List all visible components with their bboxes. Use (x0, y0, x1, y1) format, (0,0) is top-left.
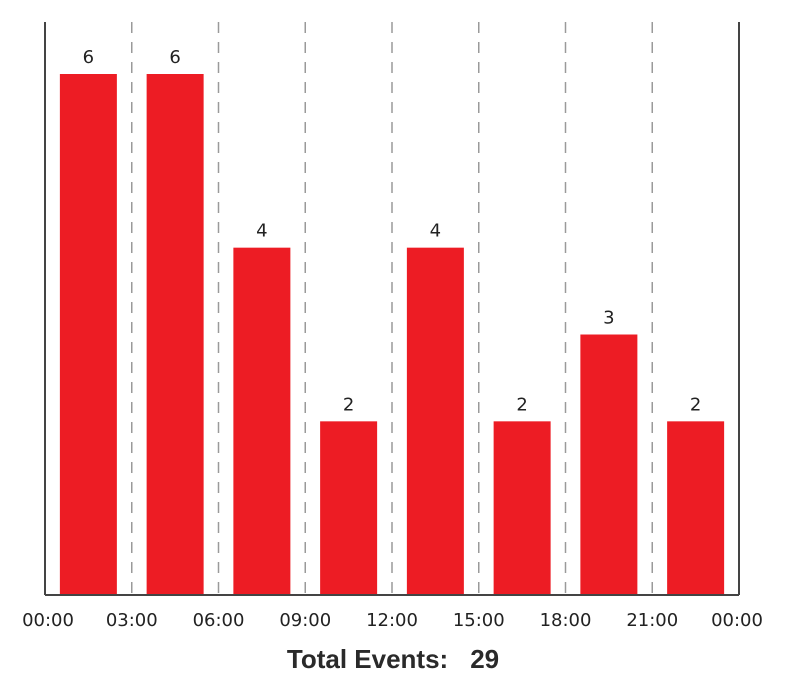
bar-value-label: 2 (343, 394, 354, 415)
x-axis-tick-labels: 00:00 03:00 06:00 09:00 12:00 15:00 18:00 21:00… (22, 610, 763, 631)
bar-value-label: 6 (83, 47, 94, 68)
bar-value-label: 4 (256, 221, 267, 242)
x-tick-label: 09:00 (279, 610, 331, 631)
total-events-value: 29 (470, 644, 500, 674)
bar (493, 421, 551, 595)
bar (667, 421, 725, 595)
bar-value-labels: 6 6 4 2 4 2 3 2 (83, 47, 702, 415)
bar-value-label: 3 (603, 308, 614, 329)
total-events: Total Events: 29 (0, 644, 786, 675)
bar (580, 334, 638, 595)
bar-value-label: 4 (430, 221, 441, 242)
x-tick-label: 15:00 (453, 610, 505, 631)
total-events-label: Total Events: (286, 644, 449, 674)
x-tick-label: 00:00 (711, 610, 763, 631)
bar-value-label: 2 (516, 394, 527, 415)
bars (59, 74, 725, 595)
events-bar-chart: 6 6 4 2 4 2 3 2 00:00 03:00 06:00 09:00 12:00 15:00 1… (22, 22, 763, 631)
bar (320, 421, 378, 595)
x-tick-label: 21:00 (626, 610, 678, 631)
x-tick-label: 18:00 (540, 610, 592, 631)
bar (59, 74, 117, 595)
bar (406, 247, 464, 595)
x-tick-label: 12:00 (366, 610, 418, 631)
x-tick-label: 06:00 (193, 610, 245, 631)
x-tick-label: 03:00 (106, 610, 158, 631)
bar-value-label: 2 (690, 394, 701, 415)
bar-value-label: 6 (169, 47, 180, 68)
x-tick-label: 00:00 (22, 610, 74, 631)
bar (146, 74, 204, 595)
grid-lines (131, 22, 653, 595)
bar (233, 247, 291, 595)
